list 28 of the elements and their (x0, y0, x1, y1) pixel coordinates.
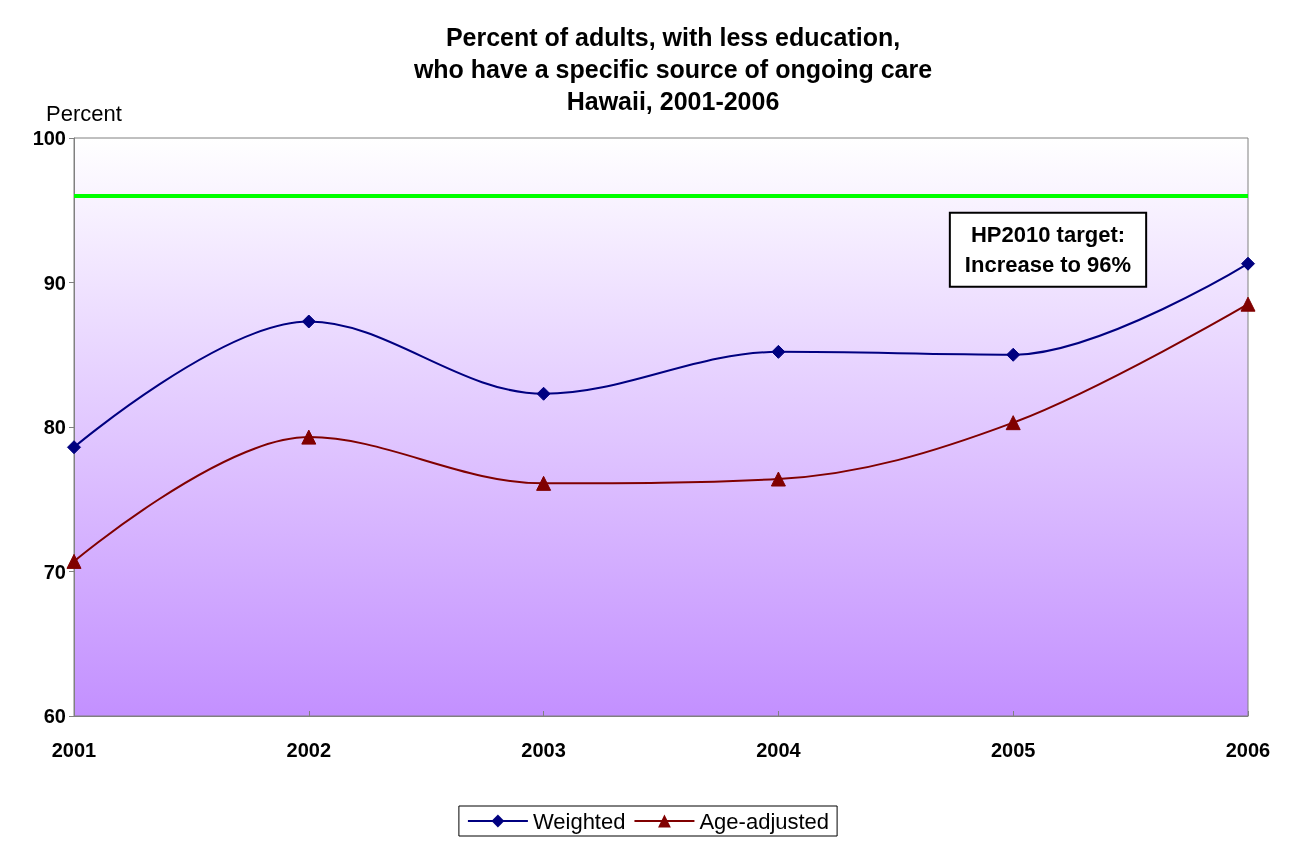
legend-label: Age-adjusted (699, 808, 830, 834)
point (1006, 347, 1021, 362)
point (536, 475, 552, 491)
x-tick-label: 2002 (286, 739, 332, 761)
point (536, 386, 551, 401)
y-tick-label: 90 (43, 271, 66, 294)
point (1240, 296, 1256, 312)
y-tick-label: 100 (32, 127, 66, 149)
point (1005, 415, 1021, 431)
y-axis-title: Percent (46, 100, 122, 126)
point (67, 440, 81, 455)
point (301, 314, 316, 329)
legend-label: Weighted (532, 808, 626, 834)
x-tick-label: 2005 (990, 739, 1036, 761)
y-tick-label: 70 (43, 560, 66, 583)
x-tick-label: 2001 (51, 739, 97, 761)
ref-line-label: HP2010 target: Increase to 96% (964, 222, 1132, 278)
point (771, 344, 786, 359)
x-tick-label: 2004 (756, 739, 802, 761)
x-tick-label: 2003 (521, 739, 566, 761)
point (66, 553, 82, 569)
point (1241, 256, 1255, 271)
y-tick-label: 60 (43, 705, 66, 727)
point (301, 429, 317, 445)
point (770, 471, 786, 487)
chart-title: Percent of adults, with less education, who have a specific source of ongoing care Hawaii, 2001-2006 (412, 23, 933, 115)
y-tick-label: 80 (43, 416, 66, 438)
x-tick-label: 2006 (1225, 739, 1271, 761)
